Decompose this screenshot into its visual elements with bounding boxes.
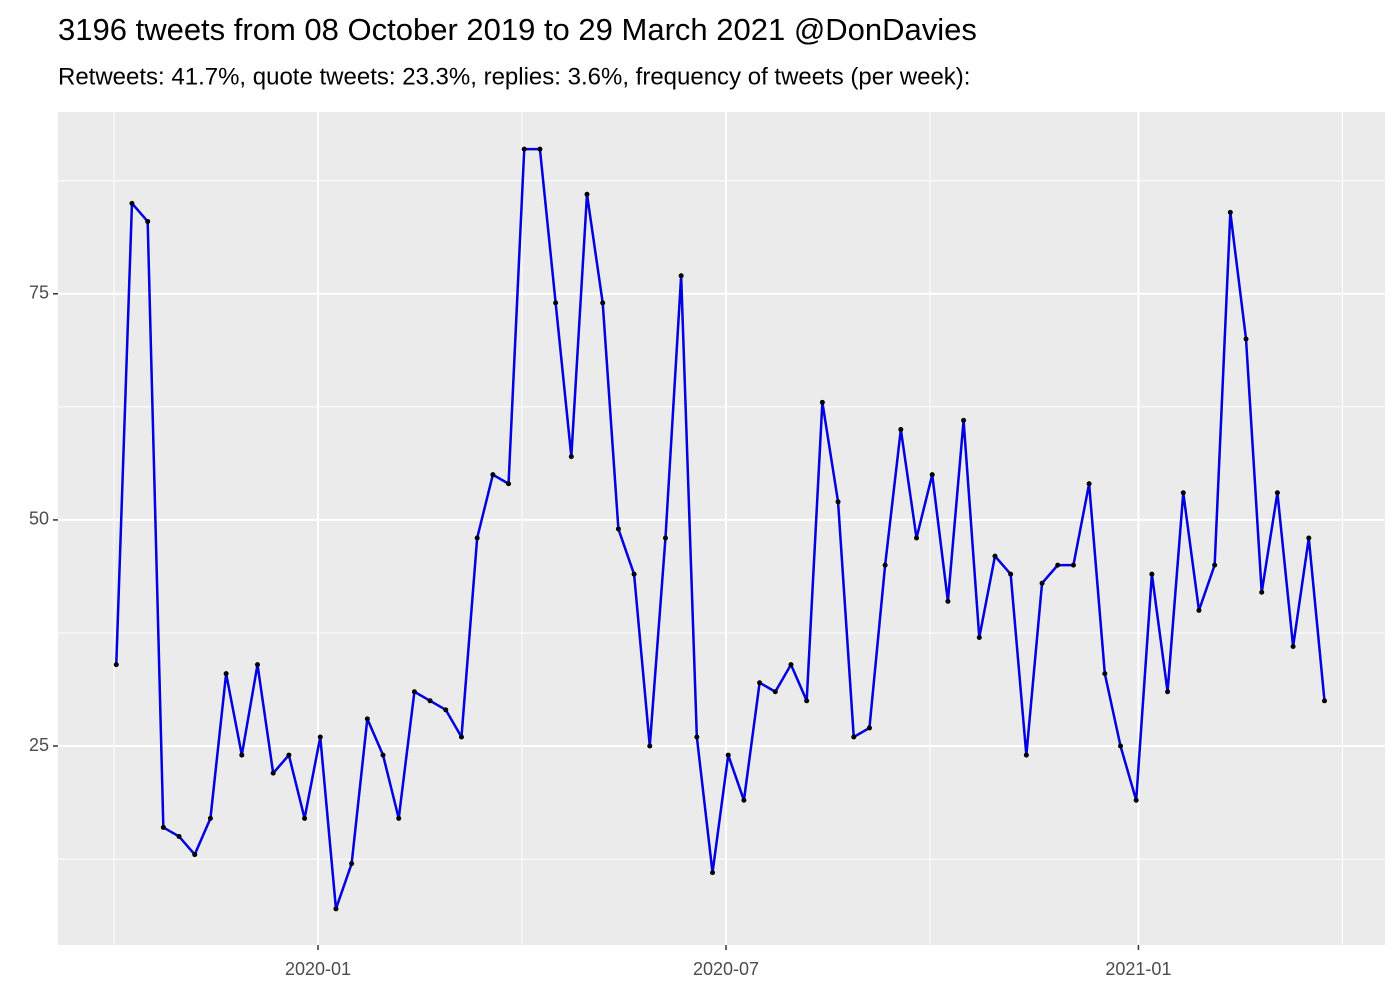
data-point (506, 481, 512, 487)
data-point (145, 218, 151, 224)
data-point (1008, 571, 1014, 577)
data-point (882, 562, 888, 568)
data-point (317, 734, 323, 740)
data-point (1227, 209, 1233, 215)
data-point (1243, 336, 1249, 342)
data-point (302, 815, 308, 821)
x-tick-label: 2020-01 (285, 959, 351, 979)
data-point (490, 472, 496, 478)
data-point (662, 535, 668, 541)
data-point (411, 689, 417, 695)
data-point (380, 752, 386, 758)
data-point (553, 300, 559, 306)
data-point (898, 426, 904, 432)
data-point (694, 734, 700, 740)
data-point (1070, 562, 1076, 568)
data-point (725, 752, 731, 758)
data-point (772, 689, 778, 695)
data-point (615, 526, 621, 532)
data-point (1321, 698, 1327, 704)
data-point (364, 716, 370, 722)
x-tick-label: 2021-01 (1105, 959, 1171, 979)
data-point (458, 734, 464, 740)
data-point (537, 146, 543, 152)
data-point (1039, 580, 1045, 586)
data-point (1055, 562, 1061, 568)
data-point (1212, 562, 1218, 568)
data-point (270, 770, 276, 776)
data-point (443, 707, 449, 713)
data-point (176, 833, 182, 839)
data-point (914, 535, 920, 541)
plot-panel (58, 112, 1385, 945)
data-point (1086, 481, 1092, 487)
data-point (396, 815, 402, 821)
data-point (835, 499, 841, 505)
data-point (192, 852, 198, 858)
data-point (207, 815, 213, 821)
data-line (115, 147, 1326, 911)
data-point (804, 698, 810, 704)
data-point (521, 146, 527, 152)
data-point (788, 662, 794, 668)
data-point (1196, 607, 1202, 613)
data-point (678, 273, 684, 279)
data-point (568, 454, 574, 460)
data-point (992, 553, 998, 559)
data-point (286, 752, 292, 758)
data-point (584, 191, 590, 197)
data-point (1274, 490, 1280, 496)
data-point (1102, 671, 1108, 677)
data-point (1149, 571, 1155, 577)
data-point (600, 300, 606, 306)
data-point (710, 870, 716, 876)
data-point (929, 472, 935, 478)
data-point (1180, 490, 1186, 496)
data-point (1306, 535, 1312, 541)
data-point (819, 399, 825, 405)
chart-title: 3196 tweets from 08 October 2019 to 29 M… (58, 12, 977, 47)
data-point (254, 662, 260, 668)
x-tick-label: 2020-07 (693, 959, 759, 979)
data-point (333, 906, 339, 912)
data-point (976, 634, 982, 640)
data-point (1259, 589, 1265, 595)
data-point (961, 417, 967, 423)
data-point (1165, 689, 1171, 695)
y-tick-label: 25 (29, 735, 49, 755)
data-point (160, 824, 166, 830)
data-point (757, 680, 763, 686)
data-point (239, 752, 245, 758)
data-point (474, 535, 480, 541)
data-point (945, 598, 951, 604)
data-point (647, 743, 653, 749)
data-point (1023, 752, 1029, 758)
data-point (113, 662, 119, 668)
data-point (851, 734, 857, 740)
chart-subtitle: Retweets: 41.7%, quote tweets: 23.3%, re… (58, 63, 970, 90)
data-point (427, 698, 433, 704)
data-point (631, 571, 637, 577)
data-point (1290, 644, 1296, 650)
y-tick-label: 75 (29, 283, 49, 303)
y-tick-label: 50 (29, 509, 49, 529)
data-point (129, 200, 135, 206)
data-point (1117, 743, 1123, 749)
data-point (1133, 797, 1139, 803)
data-point (866, 725, 872, 731)
data-point (223, 671, 229, 677)
data-point (741, 797, 747, 803)
data-point (349, 861, 355, 867)
